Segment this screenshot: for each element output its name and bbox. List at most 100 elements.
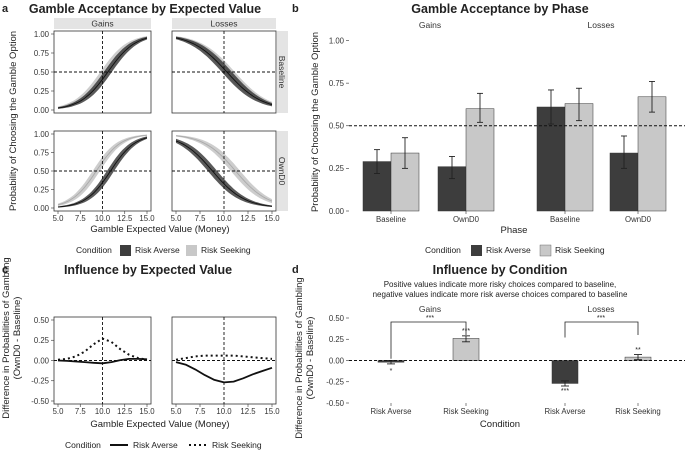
panel-a-strip-losses	[172, 18, 276, 29]
a-ownd0-losses-xtick-label: 7.5	[195, 214, 207, 223]
a-ownd0-losses-band-seeking	[176, 135, 272, 204]
panel-a-facets: 0.00 0.25 0.50 0.75 1.00 0.00 0.25 0.50 0.75 1.00…	[34, 30, 280, 223]
panel-a-strip-baseline-label: Baseline	[277, 56, 287, 89]
a-ownd0-gains-xtick-label: 7.5	[75, 214, 87, 223]
c-gains-ytick-label: 0.00	[34, 356, 50, 365]
a-ownd0-gains-xtick-label: 12.5	[117, 214, 133, 223]
panel-a-title: Gamble Acceptance by Expected Value	[29, 2, 261, 16]
c-gains-line-averse	[57, 357, 148, 365]
panel-d-group-gains: Gains	[419, 304, 441, 314]
c-losses-line-averse	[175, 361, 273, 384]
panel-a-legend-title: Condition	[76, 245, 112, 255]
d-bar-losses-averse	[551, 360, 579, 384]
panel-c-xlabel: Gamble Expected Value (Money)	[90, 419, 229, 430]
a-ownd0-gains-ytick-label: 0.00	[34, 204, 50, 213]
panel-b-ylabel: Probability of Choosing the Gamble Optio…	[310, 32, 321, 212]
a-ownd0-gains-ytick-label: 0.50	[34, 167, 50, 176]
a-ownd0-gains-xtick-label: 5.0	[53, 214, 65, 223]
d-sig-bracket-losses	[564, 321, 639, 338]
panel-a-strip-losses-label: Losses	[211, 19, 238, 29]
a-ownd0-gains-band-averse	[58, 136, 147, 208]
panel-c-legend-averse: Risk Averse	[133, 440, 178, 450]
panel-d-group-losses: Losses	[588, 304, 615, 314]
panel-b-legend-key-seeking	[539, 244, 552, 257]
a-ownd0-gains-xtick-label: 15.0	[139, 214, 155, 223]
panel-c-ylabel-1: Difference in Probabilities of Gambling	[1, 257, 12, 418]
a-ownd0-gains-ytick-label: 0.75	[34, 148, 50, 157]
c-gains-xtick-label: 5.0	[53, 407, 65, 416]
panel-a-strip-gains-label: Gains	[91, 19, 113, 29]
b-bar-seeking-gains-ownd0	[465, 108, 495, 212]
panel-a: a Gamble Acceptance by Expected Value Ga…	[2, 2, 288, 256]
b-xtick-label: Baseline	[550, 215, 580, 224]
c-gains-xtick-label: 7.5	[75, 407, 87, 416]
b-xtick-label: OwnD0	[453, 215, 480, 224]
panel-a-strip-baseline	[277, 31, 288, 113]
panel-a-legend-key-averse	[120, 245, 131, 256]
a-baseline-gains-ytick-label: 1.00	[34, 30, 50, 39]
c-gains-ytick-label: -0.25	[31, 377, 49, 386]
panel-a-xlabel: Gamble Expected Value (Money)	[90, 224, 229, 235]
panel-b-legend-title: Condition	[425, 245, 461, 255]
a-ownd0-losses-xtick-label: 10.0	[216, 214, 232, 223]
panel-d-sig-losses-seeking: **	[635, 347, 641, 354]
c-losses-xtick-label: 5.0	[171, 407, 183, 416]
a-ownd0-losses-xtick-label: 15.0	[264, 214, 280, 223]
panel-a-ylabel: Probability of Choosing the Gamble Optio…	[8, 31, 19, 211]
panel-d-subtitle-2: negative values indicate more risk avers…	[373, 290, 628, 299]
panel-c-legend-title: Condition	[65, 440, 101, 450]
panel-a-legend-seeking: Risk Seeking	[201, 245, 251, 255]
b-ytick-label: 0.00	[329, 207, 345, 216]
panel-a-strip-ownd0	[277, 131, 288, 211]
panel-c-title: Influence by Expected Value	[64, 263, 232, 277]
panel-b-letter: b	[292, 3, 299, 15]
panel-d-subtitle-1: Positive values indicate more risky choi…	[384, 280, 617, 289]
panel-d-sig-losses-averse: ***	[561, 388, 569, 395]
b-bar-seeking-losses-ownd0	[637, 96, 667, 212]
panel-b-title: Gamble Acceptance by Phase	[411, 2, 588, 16]
b-ytick-label: 0.50	[329, 122, 345, 131]
panel-a-legend-key-seeking	[186, 245, 197, 256]
c-gains-ytick-label: -0.50	[31, 397, 49, 406]
panel-a-letter: a	[2, 3, 9, 15]
panel-b-legend-averse: Risk Averse	[486, 245, 531, 255]
b-xtick-label: Baseline	[376, 215, 406, 224]
a-ownd0-losses-xtick-label: 12.5	[240, 214, 256, 223]
panel-c-legend-seeking: Risk Seeking	[212, 440, 262, 450]
panel-d-ylabel-2: (OwnD0 - Baseline)	[305, 317, 316, 400]
a-ownd0-losses-band-averse	[176, 138, 272, 207]
b-xtick-label: OwnD0	[625, 215, 652, 224]
c-gains-xtick-label: 10.0	[95, 407, 111, 416]
c-gains-xtick-label: 12.5	[117, 407, 133, 416]
a-ownd0-gains-xtick-label: 10.0	[95, 214, 111, 223]
a-baseline-gains-ytick-label: 0.25	[34, 87, 50, 96]
b-ytick-label: 0.25	[329, 164, 345, 173]
panel-d-title: Influence by Condition	[433, 263, 568, 277]
panel-d: d Influence by Condition Positive values…	[292, 263, 685, 439]
c-losses-xtick-label: 15.0	[264, 407, 280, 416]
panel-d-sig-gains-averse: *	[390, 368, 393, 375]
c-losses-xtick-label: 7.5	[195, 407, 207, 416]
d-sig-bracket-gains	[390, 321, 467, 359]
a-baseline-gains-ytick-label: 0.50	[34, 68, 50, 77]
b-ytick-label: 0.75	[329, 79, 345, 88]
d-xtick-label: Risk Averse	[370, 407, 411, 416]
b-bar-seeking-losses-baseline	[564, 103, 594, 212]
d-xtick-label: Risk Seeking	[615, 407, 661, 416]
panel-c-facets: -0.50 -0.25 0.00 0.25 0.50 5.0 7.5 10.0 12.5 15.0…	[31, 316, 280, 416]
d-xtick-label: Risk Seeking	[443, 407, 489, 416]
panel-d-ylabel-1: Difference in Probabilities of Gambling	[294, 277, 305, 438]
panel-b: b Gamble Acceptance by Phase Gains Losse…	[292, 2, 685, 257]
panel-b-strip-losses-label: Losses	[588, 20, 615, 30]
panel-b-plot: 0.00 0.25 0.50 0.75 1.00 Baseline OwnD0 Baselin…	[329, 36, 685, 224]
a-baseline-gains-band-averse	[58, 36, 147, 109]
panel-b-legend-seeking: Risk Seeking	[555, 245, 605, 255]
c-losses-xtick-label: 12.5	[240, 407, 256, 416]
c-losses-line-seeking	[175, 354, 273, 361]
c-gains-line-seeking	[57, 337, 148, 361]
a-ownd0-gains-ytick-label: 0.25	[34, 185, 50, 194]
c-losses-xtick-label: 10.0	[216, 407, 232, 416]
panel-d-letter: d	[292, 264, 299, 276]
panel-a-strip-ownd0-label: OwnD0	[277, 157, 287, 186]
c-gains-ytick-label: 0.25	[34, 336, 50, 345]
